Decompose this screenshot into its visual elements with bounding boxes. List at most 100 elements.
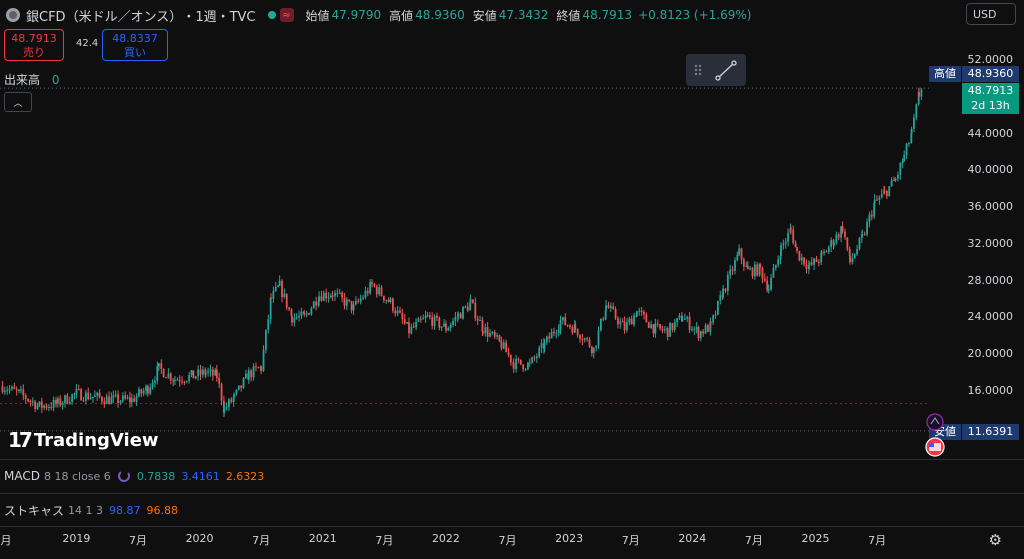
- price-tick: 20.0000: [967, 347, 1014, 360]
- candle-body: [112, 395, 115, 398]
- time-tick: 7月: [128, 534, 147, 547]
- candle-body: [848, 248, 851, 256]
- candle-body: [688, 316, 691, 330]
- candle-body: [464, 306, 467, 308]
- price-chart[interactable]: [0, 0, 930, 460]
- candle-body: [315, 301, 318, 306]
- candle-body: [661, 328, 664, 331]
- candle-body: [899, 163, 902, 175]
- candle-body: [197, 369, 200, 377]
- candle-body: [555, 332, 558, 334]
- candle-body: [564, 317, 567, 325]
- sell-price: 48.7913: [11, 32, 57, 45]
- candle-body: [817, 261, 820, 263]
- candle-body: [893, 179, 895, 181]
- pane-separator[interactable]: [0, 493, 1024, 494]
- candle-body: [366, 290, 369, 294]
- candle-body: [861, 234, 864, 236]
- symbol-title[interactable]: 銀CFD（米ドル／オンス）: [26, 9, 183, 25]
- candle-body: [640, 310, 643, 312]
- candle-body: [789, 228, 792, 230]
- chevron-up-icon: ︿: [13, 98, 23, 109]
- candle-body: [240, 385, 243, 388]
- time-tick: 2023: [555, 532, 584, 545]
- candle-body: [204, 372, 207, 375]
- candle-body: [348, 299, 351, 302]
- drawing-toolbar[interactable]: [686, 54, 746, 86]
- delayed-data-icon[interactable]: ≈: [279, 8, 294, 22]
- candle-body: [3, 390, 6, 393]
- candle-body: [753, 264, 756, 277]
- candle-body: [318, 296, 320, 302]
- price-scale[interactable]: 16.0000 20.0000 24.0000 28.0000 32.0000 36.00…: [930, 40, 1024, 460]
- time-tick: 2025: [801, 532, 830, 545]
- sell-button[interactable]: 48.7913 売り: [4, 29, 64, 61]
- candle-body: [873, 203, 876, 217]
- candle-body: [322, 292, 325, 301]
- volume-legend[interactable]: 出来高 0: [4, 71, 59, 88]
- currency-value: USD: [973, 7, 997, 21]
- time-axis[interactable]: 月 2019 7月 2020 7月 2021 7月 2022 7月 2023 7月 2024 7月 202…: [0, 527, 1024, 559]
- candle-body: [803, 257, 806, 265]
- time-tick: 2024: [678, 532, 707, 545]
- candle-body: [466, 306, 469, 311]
- candle-body: [586, 338, 589, 340]
- candle-body: [538, 347, 541, 357]
- event-markers[interactable]: [924, 412, 948, 458]
- interval-source[interactable]: ・1週・TVC: [182, 9, 256, 25]
- candle-body: [918, 92, 920, 97]
- time-tick: 7月: [868, 534, 887, 547]
- candle-body: [245, 373, 247, 379]
- stoch-d-value: 96.88: [146, 504, 179, 517]
- candle-body: [866, 221, 868, 235]
- collapse-legend-button[interactable]: ︿: [4, 92, 32, 112]
- candle-body: [659, 324, 662, 329]
- time-tick: 7月: [498, 534, 517, 547]
- candle-body: [350, 301, 353, 311]
- candle-body: [597, 330, 600, 346]
- candle-body: [96, 392, 99, 396]
- candle-body: [172, 380, 175, 382]
- candle-body: [378, 287, 381, 295]
- candle-body: [242, 378, 245, 388]
- time-tick: 月: [0, 534, 12, 547]
- candle-body: [38, 401, 41, 406]
- candle-body: [327, 296, 330, 299]
- candle-body: [369, 282, 372, 294]
- candle-body: [736, 254, 739, 261]
- candle-body: [604, 310, 607, 320]
- candle-body: [391, 298, 394, 311]
- candle-body: [22, 389, 25, 396]
- volume-value: 0: [51, 73, 60, 87]
- candle-body: [489, 333, 491, 337]
- candle-body: [334, 292, 336, 297]
- candle-body: [27, 399, 29, 402]
- trend-line-icon: [715, 60, 737, 81]
- candle-body: [176, 379, 179, 381]
- pane-separator[interactable]: [0, 459, 1024, 460]
- candle-body: [910, 133, 913, 144]
- candle-body: [837, 234, 840, 238]
- countdown-badge: 2d 13h: [962, 98, 1019, 114]
- pane-separator[interactable]: [0, 526, 1024, 527]
- candle-body: [201, 369, 204, 375]
- candle-body: [209, 369, 212, 372]
- candle-body: [11, 386, 13, 389]
- candle-body: [540, 343, 543, 348]
- candle-body: [382, 295, 385, 301]
- buy-button[interactable]: 48.8337 買い: [102, 29, 168, 61]
- time-tick: 7月: [744, 534, 763, 547]
- settings-gear-icon[interactable]: ⚙: [988, 531, 1002, 549]
- stoch-legend[interactable]: ストキャス 14 1 3 98.87 96.88: [4, 502, 178, 519]
- candle-body: [300, 311, 303, 316]
- time-tick: 2019: [62, 532, 91, 545]
- currency-select[interactable]: USD: [966, 3, 1016, 25]
- candle-body: [617, 318, 619, 325]
- macd-value-3: 2.6323: [225, 469, 265, 483]
- market-status[interactable]: ≈: [264, 7, 298, 23]
- macd-legend[interactable]: MACD 8 18 close 6 0.7838 3.4161 2.6323: [4, 469, 264, 483]
- candle-body: [709, 321, 712, 332]
- time-tick: 2022: [431, 532, 460, 545]
- candle-body: [312, 301, 315, 309]
- buy-price: 48.8337: [112, 32, 158, 45]
